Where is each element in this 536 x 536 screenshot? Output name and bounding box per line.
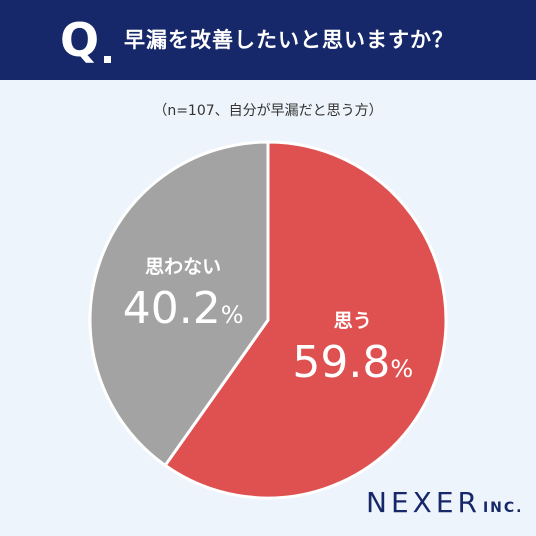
question-header: Q 早漏を改善したいと思いますか？ [0, 0, 536, 80]
q-dot [104, 56, 111, 63]
brand-suffix: INC. [482, 500, 524, 516]
slice-value-label: 40.2% [123, 283, 244, 334]
sample-note: （n=107、自分が早漏だと思う方） [153, 103, 383, 119]
slice-category-label: 思わない [145, 256, 221, 278]
q-label: Q [60, 13, 100, 67]
slice-value-label: 59.8% [292, 337, 413, 388]
brand-name: NEXER [366, 486, 481, 519]
slice-no [88, 140, 270, 468]
question-text: 早漏を改善したいと思いますか？ [124, 28, 454, 52]
slice-yes [163, 140, 448, 500]
brand-logo: NEXER INC. [366, 486, 524, 519]
slice-category-label: 思う [334, 310, 372, 332]
